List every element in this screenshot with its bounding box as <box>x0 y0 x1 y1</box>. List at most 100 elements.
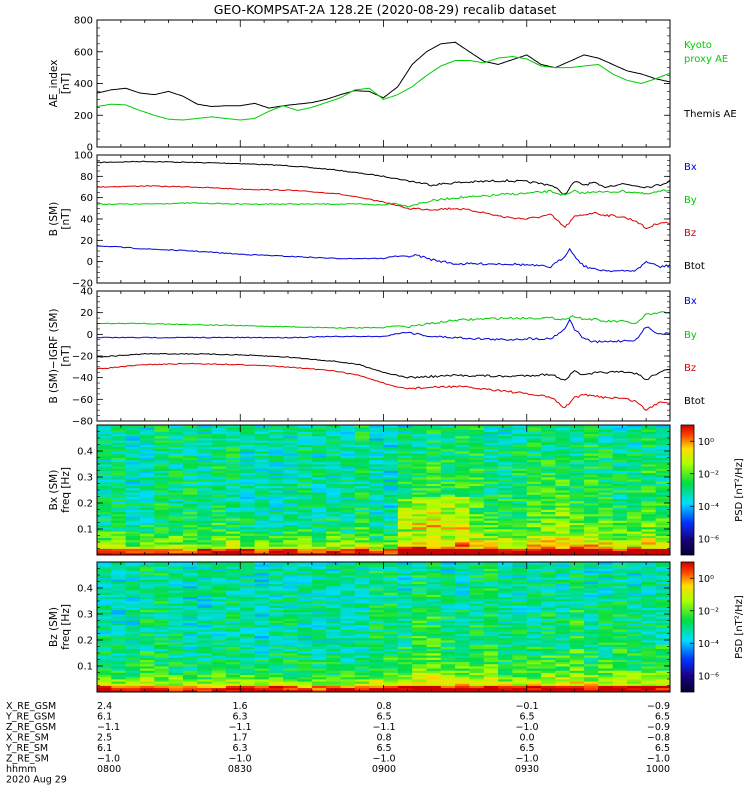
spectrogram-cell <box>555 539 571 543</box>
spectrogram-cell <box>197 635 212 639</box>
spectrogram-cell <box>139 661 155 665</box>
spectrogram-cell <box>383 516 399 519</box>
spectrogram-cell <box>154 668 170 671</box>
spectrogram-cell <box>182 550 198 554</box>
spectrogram-cell <box>412 685 427 689</box>
spectrogram-cell <box>641 503 657 506</box>
spectrogram-cell <box>311 568 327 572</box>
spectrogram-cell <box>182 566 198 569</box>
spectrogram-cell <box>283 533 298 536</box>
spectrogram-cell <box>111 550 127 554</box>
spectrogram-cell <box>197 661 212 665</box>
spectrogram-cell <box>498 464 513 467</box>
spectrogram-cell <box>97 679 112 682</box>
spectrogram-cell <box>455 522 470 526</box>
spectrogram-cell <box>182 570 198 574</box>
spectrogram-cell <box>111 666 127 669</box>
spectrogram-cell <box>326 550 341 554</box>
spectrogram-cell <box>483 427 499 430</box>
spectrogram-cell <box>541 535 556 539</box>
spectrogram-cell <box>240 513 255 517</box>
spectrogram-cell <box>440 676 456 680</box>
spectrogram-cell <box>268 601 284 604</box>
spectrogram-cell <box>283 603 298 606</box>
spectrogram-cell <box>168 490 184 493</box>
spectrogram-cell <box>125 583 141 587</box>
spectrogram-cell <box>254 544 270 547</box>
spectrogram-cell <box>182 614 198 617</box>
spectrogram-cell <box>598 468 614 471</box>
spectrogram-cell <box>426 520 442 523</box>
spectrogram-cell <box>555 592 571 595</box>
spectrogram-cell <box>655 522 671 526</box>
spectrogram-cell <box>584 470 599 474</box>
spectrogram-cell <box>569 657 585 660</box>
spectrogram-cell <box>197 464 212 467</box>
spectrogram-cell <box>297 568 313 572</box>
spectrogram-cell <box>139 507 155 510</box>
spectrogram-cell <box>182 592 198 595</box>
spectrogram-cell <box>97 457 112 461</box>
spectrogram-cell <box>297 448 313 452</box>
spectrogram-cell <box>541 683 556 686</box>
spectrogram-cell <box>483 666 499 669</box>
spectrogram-cell <box>655 461 671 465</box>
spectrogram-cell <box>268 492 284 495</box>
spectrogram-cell <box>498 485 513 489</box>
spectrogram-cell <box>254 524 270 528</box>
spectrogram-cell <box>569 646 585 650</box>
spectrogram-cell <box>197 481 212 484</box>
series-line-bz <box>96 185 671 230</box>
spectrogram-cell <box>469 568 485 572</box>
spectrogram-cell <box>483 562 499 565</box>
spectrogram-cell <box>182 616 198 619</box>
spectrogram-cell <box>326 544 341 547</box>
spectrogram-cell <box>197 624 212 628</box>
spectrogram-cell <box>311 494 327 497</box>
spectrogram-cell <box>168 425 184 428</box>
spectrogram-cell <box>297 627 313 630</box>
spectrogram-cell <box>154 496 170 500</box>
spectrogram-cell <box>526 524 542 528</box>
spectrogram-cell <box>555 496 571 500</box>
spectrogram-cell <box>569 537 585 541</box>
spectrogram-cell <box>584 672 599 676</box>
spectrogram-cell <box>483 687 499 691</box>
spectrogram-cell <box>397 683 413 686</box>
spectrogram-cell <box>225 440 241 443</box>
spectrogram-cell <box>97 674 112 678</box>
spectrogram-cell <box>182 633 198 637</box>
spectrogram-cell <box>97 611 112 615</box>
spectrogram-cell <box>555 624 571 628</box>
spectrogram-cell <box>555 685 571 689</box>
spectrogram-cell <box>526 433 542 437</box>
spectrogram-cell <box>139 603 155 606</box>
spectrogram-cell <box>225 683 241 686</box>
spectrogram-cell <box>326 659 341 663</box>
spectrogram-cell <box>168 646 184 650</box>
spectrogram-cell <box>268 579 284 582</box>
spectrogram-cell <box>97 513 112 517</box>
spectrogram-cell <box>139 635 155 639</box>
spectrogram-cell <box>426 490 442 493</box>
spectrogram-cell <box>612 481 628 484</box>
spectrogram-cell <box>111 507 127 510</box>
spectrogram-cell <box>197 524 212 528</box>
spectrogram-cell <box>584 629 599 632</box>
spectrogram-cell <box>383 607 399 611</box>
spectrogram-cell <box>526 481 542 484</box>
spectrogram-cell <box>125 672 141 676</box>
spectrogram-cell <box>139 459 155 463</box>
spectrogram-cell <box>655 455 671 458</box>
spectrogram-cell <box>354 548 370 552</box>
spectrogram-cell <box>340 487 356 491</box>
spectrogram-cell <box>469 685 485 689</box>
spectrogram-cell <box>383 537 399 541</box>
spectrogram-cell <box>326 537 341 541</box>
spectrogram-cell <box>526 490 542 493</box>
spectrogram-cell <box>655 466 671 469</box>
spectrogram-cell <box>440 581 456 585</box>
spectrogram-cell <box>139 668 155 671</box>
spectrogram-cell <box>426 577 442 580</box>
